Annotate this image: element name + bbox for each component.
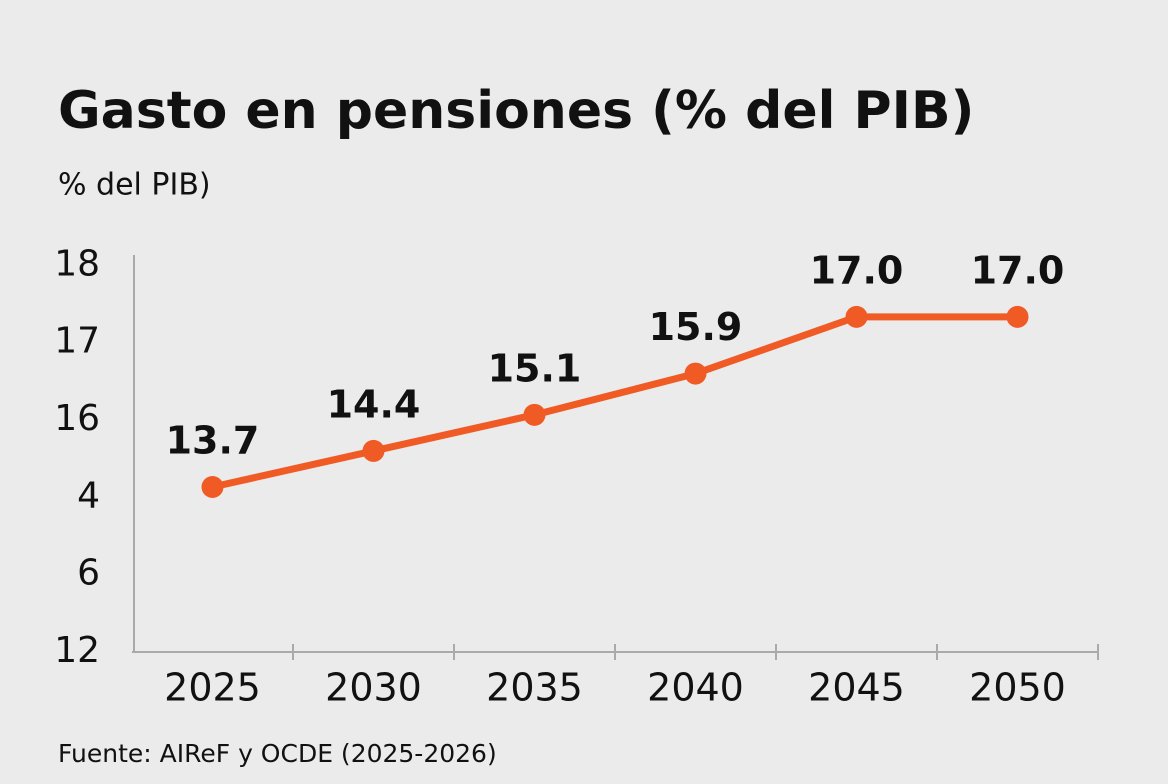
data-label: 15.1	[488, 346, 582, 390]
data-label: 15.9	[649, 305, 743, 349]
x-tick-label: 2025	[164, 666, 261, 710]
y-tick-label: 12	[54, 630, 100, 671]
chart-subtitle: % del PIB)	[58, 168, 211, 203]
x-tick-label: 2030	[325, 666, 422, 710]
data-point	[1006, 305, 1029, 328]
data-point	[523, 403, 546, 426]
data-point	[201, 476, 224, 499]
y-tick-label: 17	[54, 321, 100, 362]
source-note: Fuente: AIReF y OCDE (2025-2026)	[58, 739, 497, 768]
data-line	[211, 313, 1018, 491]
x-tick-label: 2040	[647, 666, 744, 710]
x-tick-label: 2050	[969, 666, 1066, 710]
data-label: 17.0	[971, 248, 1065, 292]
x-tick-label: 2045	[808, 666, 905, 710]
data-point	[684, 362, 707, 385]
y-tick-label: 4	[77, 475, 100, 516]
chart-title: Gasto en pensiones (% del PIB)	[58, 81, 974, 141]
x-tick-label: 2035	[486, 666, 583, 710]
y-tick-label: 18	[54, 243, 100, 284]
y-tick-label: 6	[77, 553, 100, 594]
data-label: 13.7	[166, 419, 260, 463]
data-label: 17.0	[810, 248, 904, 292]
y-tick-label: 16	[54, 398, 100, 439]
data-label: 14.4	[327, 382, 421, 426]
data-point	[362, 439, 385, 462]
data-point	[845, 305, 868, 328]
